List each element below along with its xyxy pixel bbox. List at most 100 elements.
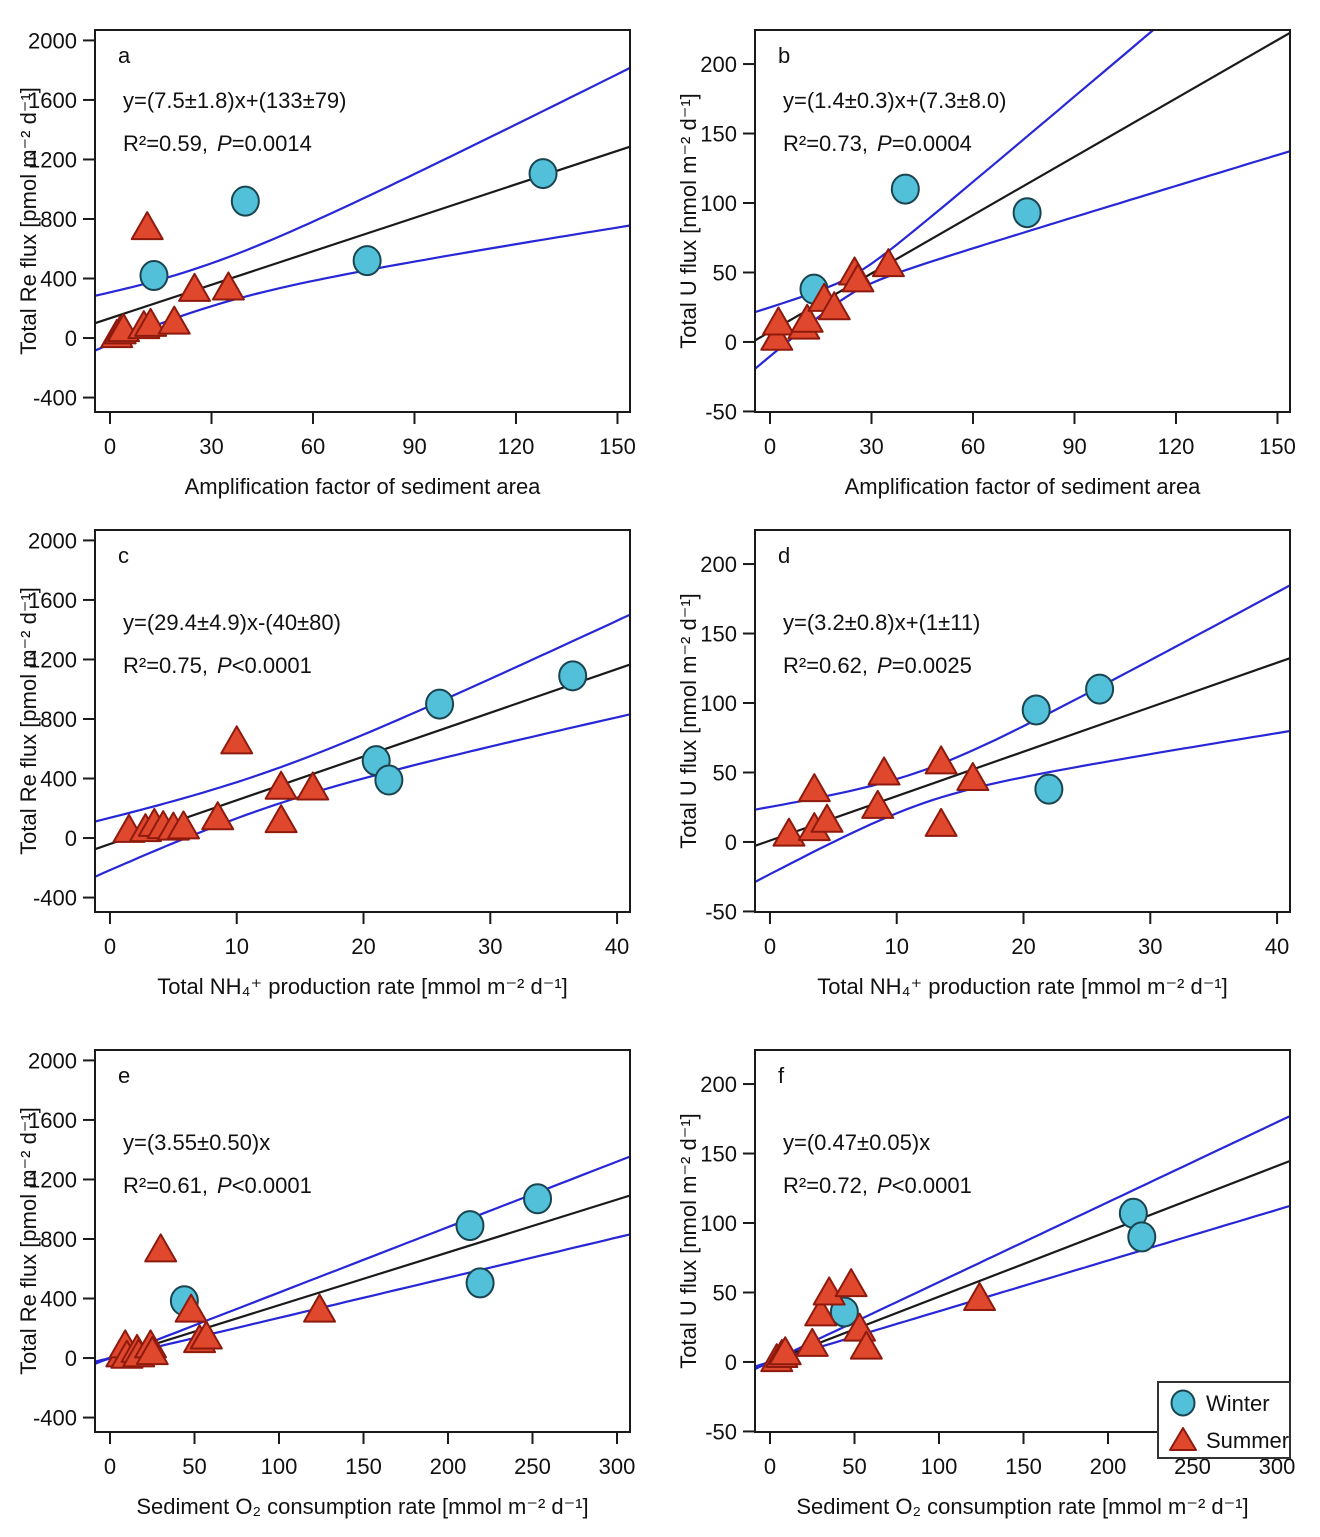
x-tick-label: 0 [104,434,116,459]
ci-upper-line [755,30,1156,314]
panel-frame [94,29,631,413]
summer-point [211,271,245,301]
y-tick-label: 150 [700,1142,737,1167]
winter-point [1021,694,1051,726]
x-tick-label: 50 [182,1454,206,1479]
summer-point [924,807,958,837]
summer-point [956,762,990,792]
y-tick-label: 0 [65,1346,77,1371]
y-tick-label: -50 [705,399,737,424]
y-axis-title: Total U flux [nmol m⁻² d⁻¹] [676,93,701,349]
y-tick-label: 1200 [28,147,77,172]
summer-point [834,1268,868,1298]
summer-point [861,789,895,819]
summer-point [849,1330,883,1360]
summer-point [810,803,844,833]
x-tick-label: 30 [859,434,883,459]
y-axis-title: Total U flux [nmol m⁻² d⁻¹] [676,593,701,849]
summer-point [768,1336,802,1366]
equation-text: y=(1.4±0.3)x+(7.3±8.0) [783,88,1006,113]
y-tick-label: 2000 [28,528,77,553]
winter-point [425,688,455,720]
fit-line [755,1159,1290,1369]
x-tick-label: 40 [605,934,629,959]
winter-point [139,260,169,292]
ci-lower-line [95,1233,630,1365]
y-tick-label: 400 [40,767,77,792]
x-axis-title: Amplification factor of sediment area [845,474,1202,499]
y-tick-label: 800 [40,1227,77,1252]
fit-line [755,657,1290,847]
summer-point [963,1282,997,1312]
x-tick-label: 120 [1158,434,1195,459]
summer-point [841,263,875,293]
summer-point [761,306,795,336]
summer-point [797,773,831,803]
equation-text: y=(0.47±0.05)x [783,1130,930,1155]
summer-point [134,307,168,337]
x-tick-label: 90 [402,434,426,459]
y-tick-label: 400 [40,1287,77,1312]
y-tick-label: 800 [40,207,77,232]
winter-point [1085,673,1115,705]
y-tick-label: 150 [700,622,737,647]
panel-a: 0 30 60 90 120 150 -400 0 400 800 1200 1600 2000 a y=(… [16,28,636,499]
ci-upper-line [95,613,630,823]
x-tick-label: 150 [1259,434,1296,459]
y-tick-label: 1600 [28,588,77,613]
winter-point [1012,197,1042,229]
y-tick-label: 100 [700,691,737,716]
stats-text: R²=0.72, P<0.0001 [783,1173,972,1198]
summer-point [760,321,794,351]
panel-letter: e [118,1063,130,1088]
x-tick-label: 200 [1090,1454,1127,1479]
summer-point [189,1320,223,1350]
equation-text: y=(3.55±0.50)x [123,1130,270,1155]
panel-letter: c [118,543,129,568]
y-tick-label: -50 [705,899,737,924]
winter-point [1034,773,1064,805]
panel-frame [94,1049,631,1433]
panel-frame [94,529,631,913]
y-axis-title: Total Re flux [pmol m⁻² d⁻¹] [16,587,41,855]
summer-point [795,1327,829,1357]
x-tick-label: 20 [1011,934,1035,959]
x-tick-label: 30 [478,934,502,959]
x-tick-label: 0 [764,934,776,959]
legend-winter-label: Winter [1206,1391,1270,1416]
x-tick-label: 60 [961,434,985,459]
y-tick-label: 1600 [28,1108,77,1133]
ci-upper-line [755,584,1290,811]
x-tick-label: 250 [514,1454,551,1479]
summer-point [135,1336,169,1366]
x-tick-label: 40 [1265,934,1289,959]
winter-point [558,660,588,692]
x-tick-label: 100 [921,1454,958,1479]
y-tick-label: 200 [700,552,737,577]
x-tick-label: 200 [430,1454,467,1479]
equation-text: y=(3.2±0.8)x+(1±11) [783,610,980,635]
summer-point [924,745,958,775]
y-tick-label: 50 [713,760,737,785]
legend: Winter Summer [1157,1381,1291,1459]
y-tick-label: -400 [33,386,77,411]
y-tick-label: 100 [700,191,737,216]
summer-point [264,770,298,800]
winter-point [528,158,558,190]
panel-c: 0 10 20 30 40 -400 0 400 800 1200 1600 2000 c y=(29.4… [16,528,631,999]
summer-point [174,1293,208,1323]
stats-text: R²=0.59, P=0.0014 [123,131,312,156]
y-tick-label: 2000 [28,1048,77,1073]
x-tick-label: 120 [498,434,535,459]
stats-text: R²=0.73, P=0.0004 [783,131,972,156]
y-tick-label: 800 [40,707,77,732]
y-tick-label: -400 [33,1406,77,1431]
winter-point [374,764,404,796]
y-tick-label: 1200 [28,647,77,672]
winter-point [890,173,920,205]
y-tick-label: 400 [40,267,77,292]
x-tick-label: 150 [599,434,636,459]
